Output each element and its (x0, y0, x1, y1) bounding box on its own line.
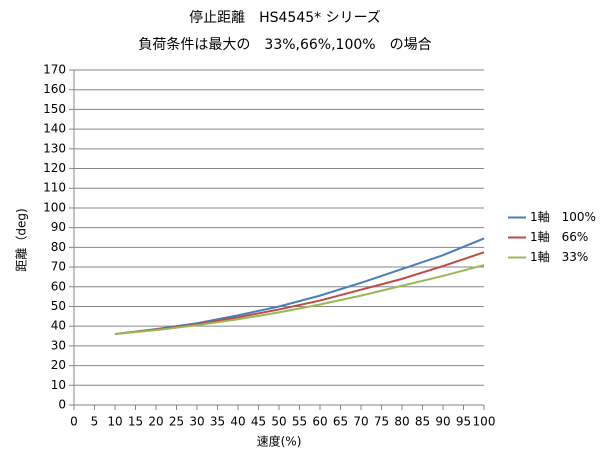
y-tick-label: 70 (51, 260, 66, 274)
data-line (114, 264, 485, 336)
x-tick-label: 55 (292, 415, 307, 429)
y-tick-label: 140 (43, 122, 66, 136)
y-tick-label: 10 (51, 378, 66, 392)
x-tick-label: 45 (251, 415, 266, 429)
y-tick-label: 120 (43, 161, 66, 175)
x-tick-label: 20 (148, 415, 163, 429)
x-tick-label: 0 (70, 415, 78, 429)
legend-label: 1軸 100% (530, 210, 596, 224)
chart-title: 停止距離 HS4545* シリーズ (189, 9, 381, 26)
y-tick-label: 100 (43, 200, 66, 214)
x-tick-label: 15 (128, 415, 143, 429)
y-tick-label: 170 (43, 63, 66, 77)
x-tick-label: 95 (456, 415, 471, 429)
x-tick-label: 40 (230, 415, 245, 429)
y-tick-label: 40 (51, 319, 66, 333)
x-tick-label: 5 (91, 415, 99, 429)
y-tick-label: 90 (51, 220, 66, 234)
data-line (114, 251, 485, 336)
y-tick-label: 110 (43, 181, 66, 195)
x-tick-label: 35 (210, 415, 225, 429)
x-tick-label: 50 (271, 415, 286, 429)
chart-subtitle: 負荷条件は最大の 33%,66%,100% の場合 (138, 36, 431, 53)
y-tick-label: 60 (51, 279, 66, 293)
y-axis-label: 距離（deg) (15, 208, 29, 271)
x-tick-label: 90 (435, 415, 450, 429)
x-tick-label: 30 (189, 415, 204, 429)
x-tick-label: 25 (169, 415, 184, 429)
legend-label: 1軸 66% (530, 230, 588, 244)
x-tick-label: 60 (312, 415, 327, 429)
legend-label: 1軸 33% (530, 250, 588, 264)
x-tick-label: 75 (374, 415, 389, 429)
y-tick-label: 0 (58, 398, 66, 412)
y-tick-label: 50 (51, 299, 66, 313)
x-tick-label: 80 (394, 415, 409, 429)
y-tick-label: 80 (51, 240, 66, 254)
x-tick-label: 70 (353, 415, 368, 429)
y-tick-label: 30 (51, 338, 66, 352)
x-axis-label: 速度(%) (257, 434, 302, 449)
x-tick-label: 100 (473, 415, 496, 429)
y-tick-label: 160 (43, 82, 66, 96)
x-tick-label: 85 (415, 415, 430, 429)
x-tick-label: 10 (107, 415, 122, 429)
y-tick-label: 150 (43, 102, 66, 116)
y-tick-label: 20 (51, 358, 66, 372)
y-tick-label: 130 (43, 141, 66, 155)
x-tick-label: 65 (333, 415, 348, 429)
